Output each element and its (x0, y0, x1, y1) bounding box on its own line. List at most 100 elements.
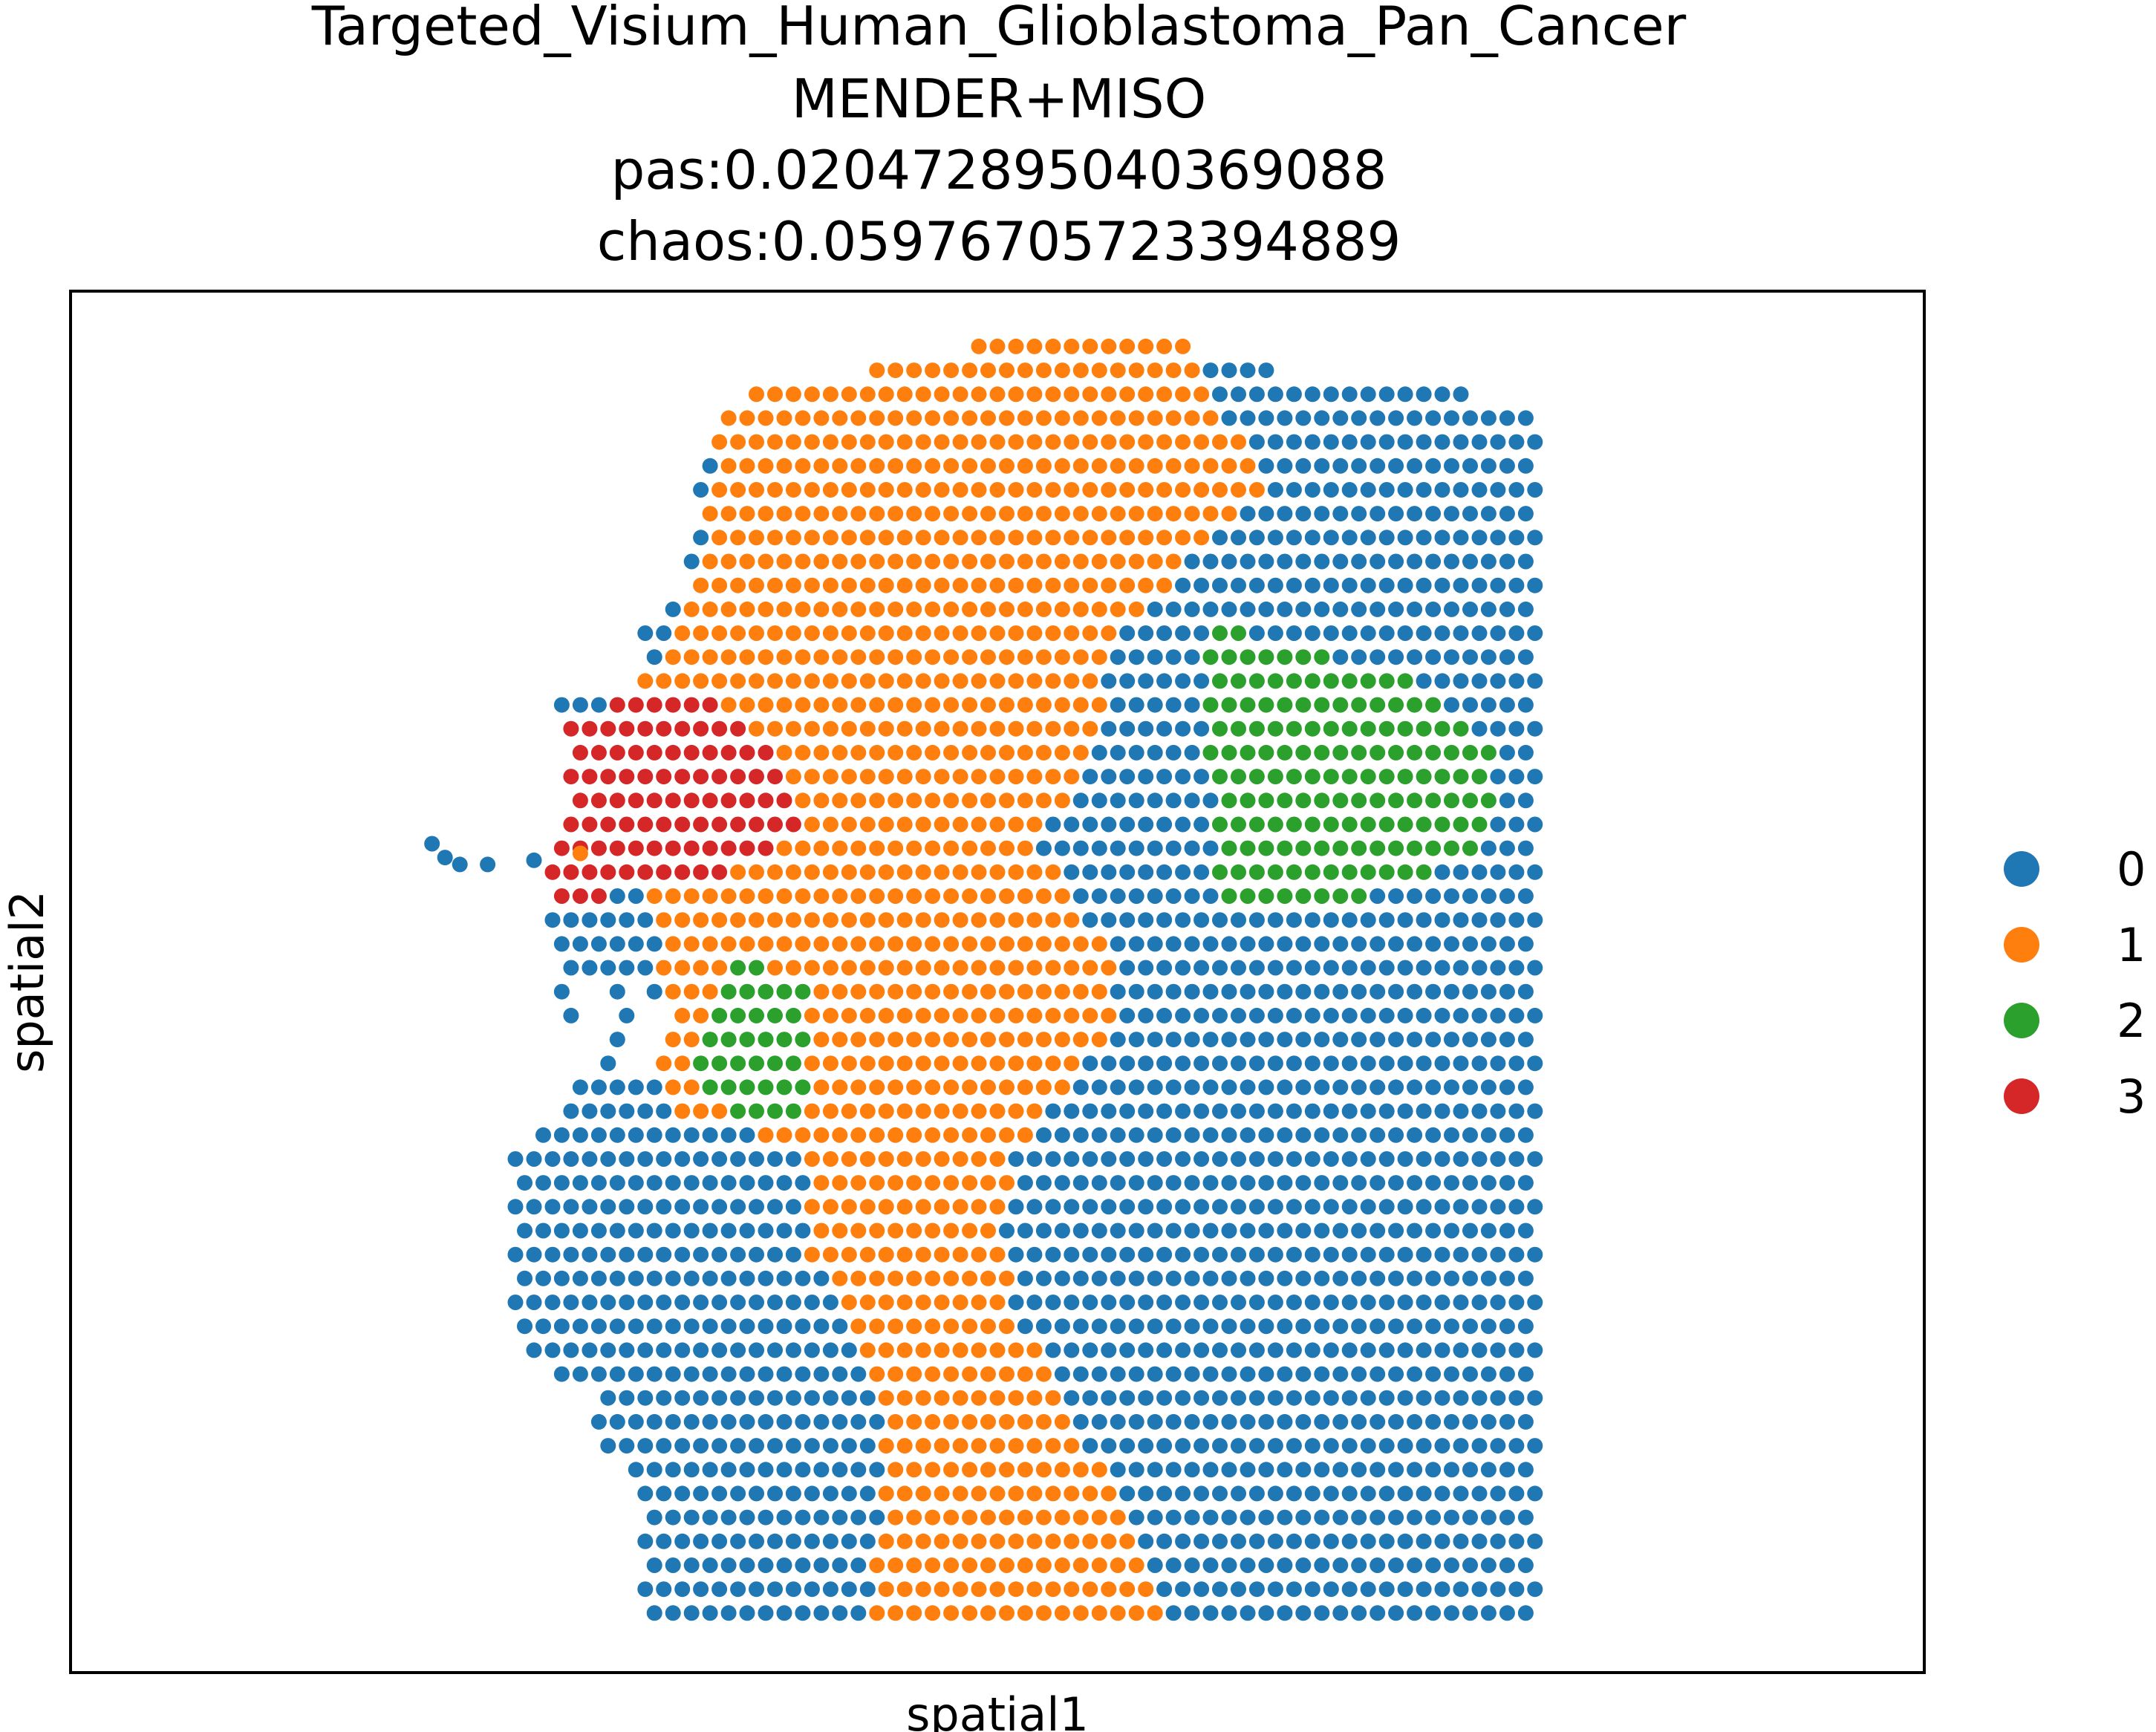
spot-cluster-0 (767, 1581, 783, 1598)
spot-cluster-1 (1091, 410, 1107, 426)
spot-cluster-1 (999, 1079, 1015, 1095)
spot-cluster-0 (1388, 936, 1404, 952)
spot-cluster-0 (590, 697, 607, 713)
spot-cluster-0 (1517, 983, 1534, 1000)
spot-cluster-0 (619, 1007, 635, 1023)
spot-cluster-0 (1231, 1533, 1246, 1549)
spot-cluster-0 (1248, 1342, 1265, 1358)
spot-cluster-1 (832, 649, 848, 665)
spot-cluster-0 (1035, 1175, 1052, 1191)
spot-cluster-2 (1462, 840, 1478, 856)
spot-cluster-0 (693, 1246, 709, 1263)
spot-cluster-0 (1323, 530, 1339, 546)
spot-cluster-0 (1490, 1151, 1506, 1167)
spot-cluster-2 (1332, 888, 1349, 904)
spot-cluster-0 (1295, 1175, 1312, 1191)
spot-cluster-0 (1286, 1103, 1302, 1119)
spot-cluster-0 (1407, 1223, 1423, 1239)
spot-cluster-1 (804, 1151, 820, 1167)
spot-cluster-0 (609, 888, 625, 904)
spot-cluster-1 (971, 912, 987, 928)
spot-cluster-0 (1101, 1295, 1117, 1310)
spot-cluster-2 (1202, 744, 1219, 761)
spot-cluster-1 (665, 649, 681, 665)
spot-cluster-2 (767, 1103, 783, 1119)
spot-cluster-2 (1286, 769, 1302, 785)
spot-cluster-1 (962, 1127, 978, 1143)
spot-cluster-1 (1054, 1557, 1070, 1573)
spot-cluster-2 (795, 1032, 811, 1048)
spot-cluster-1 (989, 482, 1006, 498)
spot-cluster-0 (1184, 553, 1200, 570)
spot-cluster-0 (1286, 912, 1302, 928)
spot-cluster-1 (1202, 506, 1219, 522)
spot-cluster-2 (1351, 792, 1367, 809)
spot-cluster-0 (1323, 577, 1339, 593)
spot-cluster-0 (1258, 1270, 1274, 1286)
spot-cluster-0 (1156, 1246, 1173, 1263)
spot-cluster-1 (1035, 1032, 1052, 1048)
spot-cluster-1 (878, 434, 894, 450)
spot-cluster-0 (1156, 673, 1173, 689)
spot-cluster-2 (1202, 649, 1219, 665)
spot-cluster-0 (1082, 1246, 1098, 1263)
spot-cluster-2 (1267, 720, 1283, 737)
spot-cluster-1 (1008, 1342, 1024, 1358)
spot-cluster-0 (1035, 1127, 1052, 1143)
spot-cluster-0 (1286, 434, 1302, 450)
spot-cluster-1 (1091, 983, 1107, 1000)
spot-cluster-0 (702, 1413, 718, 1430)
spot-cluster-0 (582, 1342, 598, 1358)
spot-cluster-1 (1175, 434, 1191, 450)
spot-cluster-0 (1277, 506, 1293, 522)
spot-cluster-0 (1240, 362, 1256, 379)
spot-cluster-1 (1110, 506, 1126, 522)
spot-cluster-0 (1508, 1055, 1525, 1072)
spot-cluster-0 (1119, 720, 1136, 737)
spot-cluster-0 (1397, 577, 1413, 593)
spot-cluster-1 (674, 912, 691, 928)
spot-cluster-1 (896, 530, 913, 546)
spot-cluster-1 (989, 1199, 1006, 1215)
spot-cluster-0 (1119, 673, 1136, 689)
spot-cluster-0 (1110, 744, 1126, 761)
spot-cluster-1 (915, 864, 931, 880)
spot-cluster-1 (767, 625, 783, 641)
spot-cluster-1 (859, 769, 876, 785)
spot-cluster-1 (925, 649, 941, 665)
spot-cluster-0 (767, 1390, 783, 1406)
spot-cluster-0 (480, 856, 496, 873)
spot-cluster-0 (850, 1366, 867, 1382)
spot-cluster-1 (999, 744, 1015, 761)
spot-cluster-0 (1165, 792, 1182, 809)
spot-cluster-1 (1054, 792, 1070, 809)
spot-cluster-0 (1471, 577, 1488, 593)
spot-cluster-0 (1388, 506, 1404, 522)
spot-cluster-2 (1248, 816, 1265, 833)
spot-cluster-1 (711, 482, 728, 498)
spot-cluster-1 (980, 1270, 996, 1286)
spot-cluster-2 (1444, 792, 1459, 809)
spot-cluster-0 (535, 1318, 551, 1335)
spot-cluster-0 (1388, 1032, 1404, 1048)
spot-cluster-0 (1295, 1079, 1312, 1095)
spot-cluster-1 (1054, 1079, 1070, 1095)
spot-cluster-0 (1407, 1175, 1423, 1191)
spot-cluster-0 (1165, 1079, 1182, 1095)
spot-cluster-0 (590, 1366, 607, 1382)
spot-cluster-1 (767, 673, 783, 689)
spot-cluster-0 (1072, 792, 1089, 809)
spot-cluster-0 (665, 1462, 681, 1478)
spot-cluster-1 (925, 458, 941, 474)
spot-cluster-0 (1119, 864, 1136, 880)
spot-cluster-1 (1091, 553, 1107, 570)
spot-cluster-0 (1045, 1199, 1061, 1215)
spot-cluster-0 (683, 553, 700, 570)
spot-cluster-0 (609, 983, 625, 1000)
spot-cluster-1 (832, 1175, 848, 1191)
spot-cluster-0 (1258, 1175, 1274, 1191)
spot-cluster-1 (1008, 816, 1024, 833)
spot-cluster-1 (915, 482, 931, 498)
